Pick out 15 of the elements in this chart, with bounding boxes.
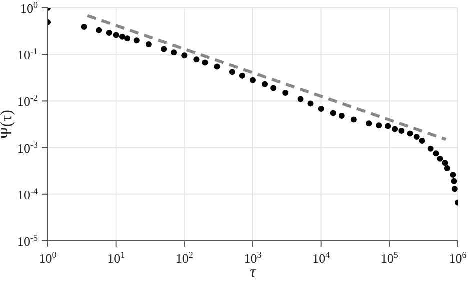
y-tick-label: 10$^{-1}$ (18, 46, 38, 63)
x-tick-label: 10$^{5}$ (380, 250, 399, 266)
x-tick-label: 10$^{0}$ (39, 250, 58, 266)
x-tick-label: 10$^{1}$ (108, 250, 126, 266)
x-tick-label: 10$^{3}$ (244, 250, 262, 266)
x-tick-label: 10$^{2}$ (176, 250, 194, 266)
y-tick-label: 10$^{-4}$ (18, 186, 38, 202)
y-tick-label: 10$^{-2}$ (18, 93, 38, 110)
x-tick-label: 10$^{6}$ (449, 250, 468, 266)
y-axis-title: Ψ(τ) (0, 110, 16, 139)
x-axis-title: τ (250, 264, 258, 281)
y-tick-label: 10$^{-5}$ (18, 233, 38, 249)
y-tick-label: 10$^{-3}$ (18, 140, 38, 156)
y-tick-label: 10$^{0}$ (20, 0, 38, 16)
x-tick-label: 10$^{4}$ (312, 250, 331, 266)
